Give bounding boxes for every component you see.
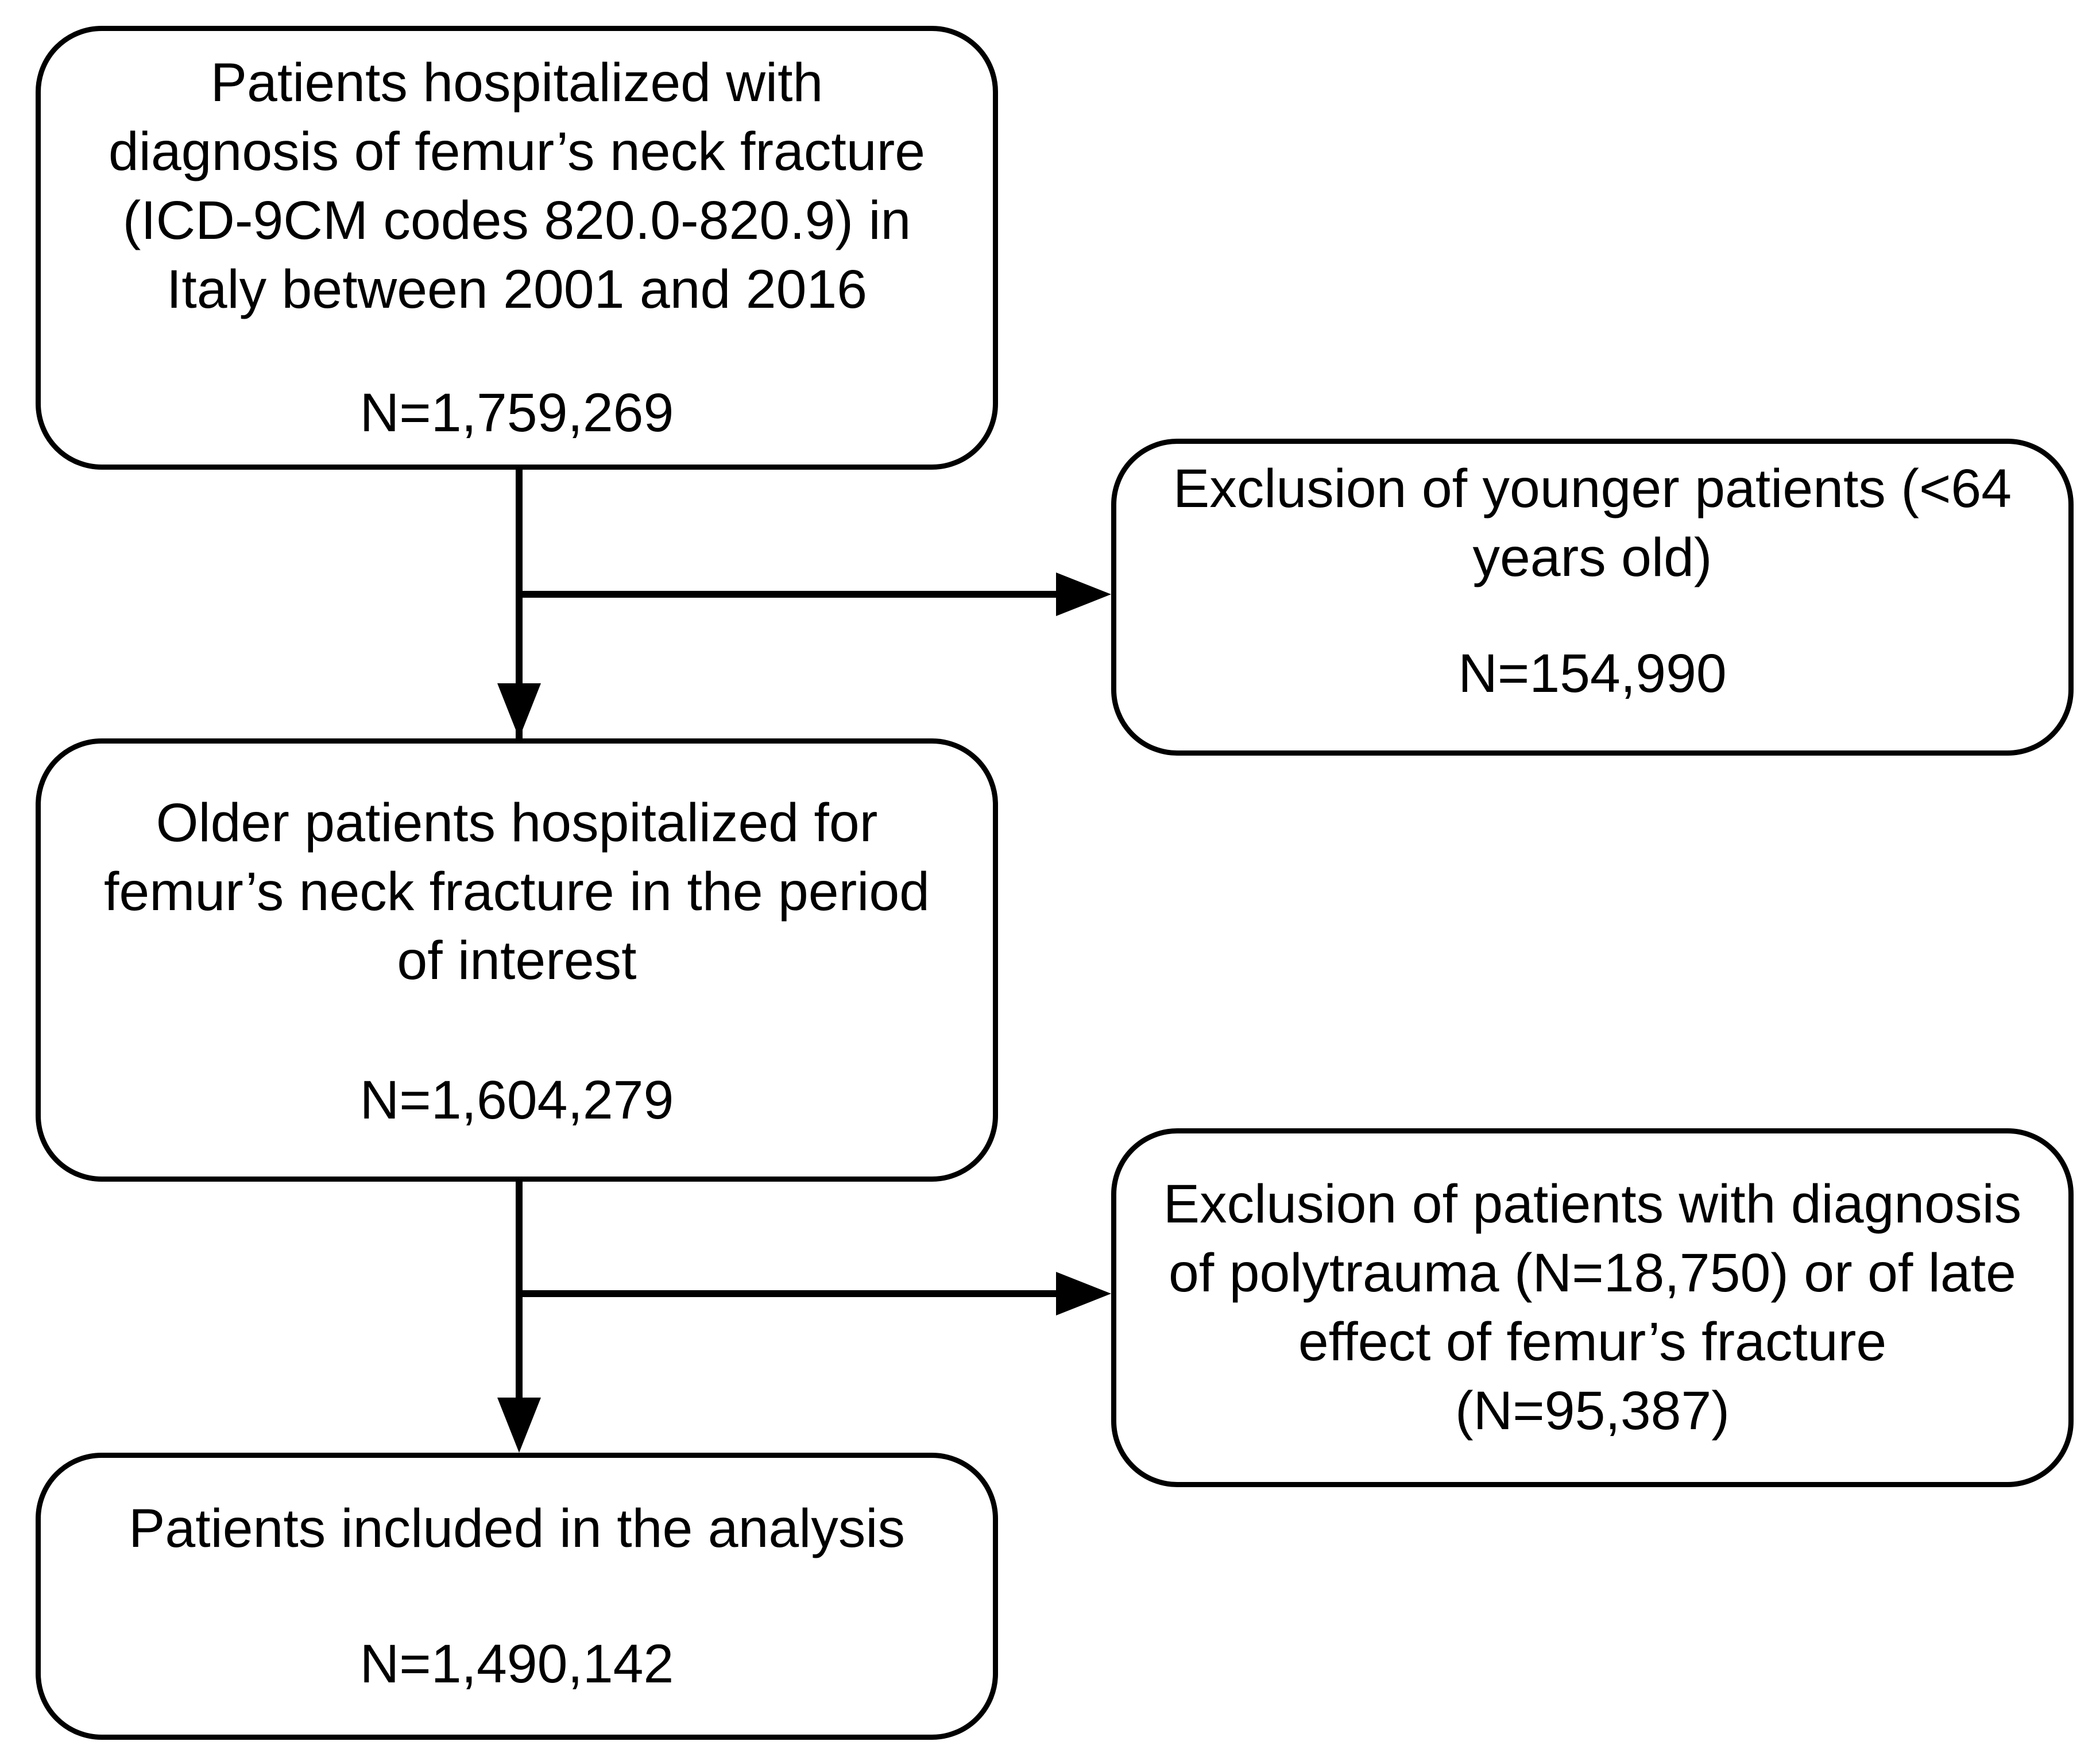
arrowhead-down-icon (497, 683, 541, 738)
flow-box-exclusion-younger: Exclusion of younger patients (<64 years… (1111, 439, 2074, 756)
box-count: N=1,490,142 (359, 1634, 674, 1694)
box-title: Patients hospitalized with diagnosis of … (108, 52, 926, 320)
flow-box-exclusion-polytrauma: Exclusion of patients with diagnosis of … (1111, 1128, 2074, 1487)
arrowhead-right-icon (1056, 1272, 1111, 1315)
box-title: Exclusion of patients with diagnosis of … (1163, 1174, 2022, 1441)
box-count: N=1,604,279 (359, 1070, 674, 1131)
box-title: Patients included in the analysis (129, 1498, 905, 1559)
box-count: N=154,990 (1458, 643, 1727, 704)
box-count: N=1,759,269 (359, 382, 674, 443)
flow-box-source-population: Patients hospitalized with diagnosis of … (36, 26, 998, 470)
arrowhead-right-icon (1056, 572, 1111, 616)
box-title: Older patients hospitalized for femur’s … (103, 792, 930, 991)
arrowhead-down-icon (497, 1398, 541, 1453)
box-title: Exclusion of younger patients (<64 years… (1173, 458, 2012, 588)
flow-box-included-analysis: Patients included in the analysis N=1,49… (36, 1453, 998, 1740)
flow-box-older-patients: Older patients hospitalized for femur’s … (36, 738, 998, 1182)
